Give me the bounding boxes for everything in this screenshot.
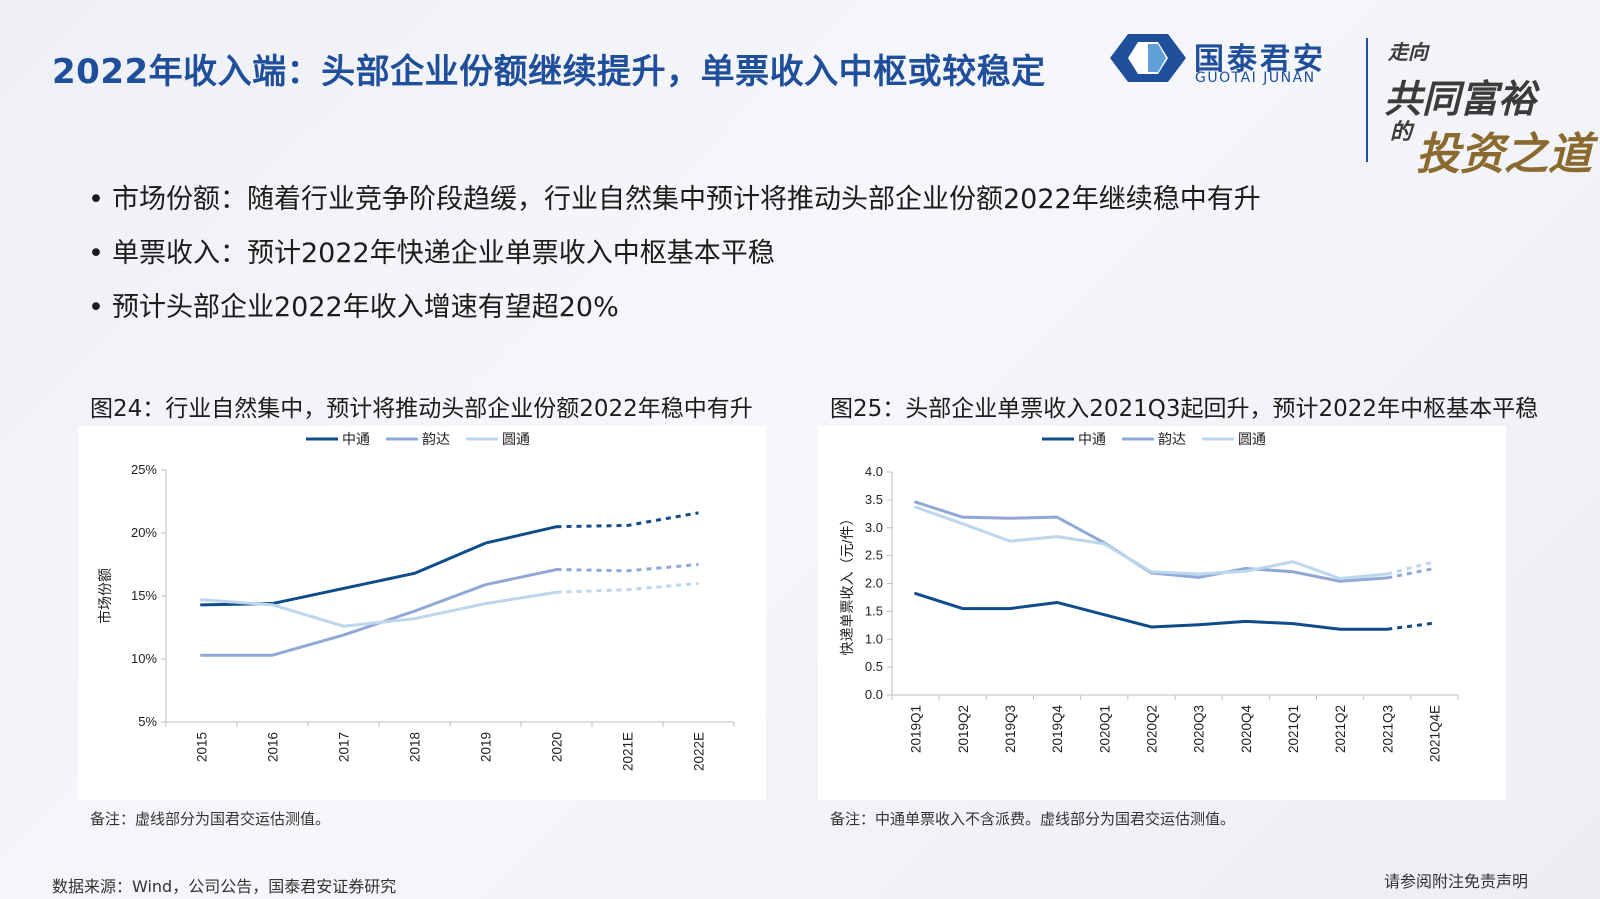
logo-name: 国泰君安 xyxy=(1194,42,1326,77)
x-tick-label: 2020Q2 xyxy=(1144,705,1159,753)
bullet-dot-icon: • xyxy=(88,184,104,215)
bullet-text: 单票收入：预计2022年快递企业单票收入中枢基本平稳 xyxy=(112,238,775,269)
x-tick-label: 2019Q1 xyxy=(909,705,924,753)
chart-note-market-share: 备注：虚线部分为国君交运估测值。 xyxy=(90,810,331,828)
legend-label: 韵达 xyxy=(1158,431,1186,447)
series-line-0-actual xyxy=(914,592,1389,631)
slogan-line-1: 走向 xyxy=(1388,40,1428,64)
legend-label: 韵达 xyxy=(422,431,450,447)
bullet-item: • 预计头部企业2022年收入增速有望超20% xyxy=(88,281,1261,335)
logo-hexagon-icon xyxy=(1110,34,1186,82)
series-line-1-estimate xyxy=(556,563,699,573)
y-tick-label: 0.0 xyxy=(865,687,883,702)
x-tick-label: 2021Q1 xyxy=(1286,705,1301,753)
logo-name-en: GUOTAI JUNAN xyxy=(1195,70,1316,86)
series-line-1-estimate xyxy=(1386,566,1435,580)
slogan-calligraphy: 走向 共同富裕 的 投资之道 xyxy=(1382,32,1592,180)
series-line-0-estimate xyxy=(1387,621,1435,631)
y-tick-label: 20% xyxy=(131,525,157,540)
x-tick-label: 2016 xyxy=(266,732,281,762)
bullet-text: 市场份额：随着行业竞争阶段趋缓，行业自然集中预计将推动头部企业份额2022年继续… xyxy=(112,184,1261,215)
slogan-line-4: 投资之道 xyxy=(1416,129,1592,180)
y-tick-label: 2.5 xyxy=(865,548,883,563)
bullet-text: 预计头部企业2022年收入增速有望超20% xyxy=(112,292,619,323)
series-line-2-estimate xyxy=(556,581,699,594)
y-tick-label: 4.0 xyxy=(865,464,883,479)
x-tick-label: 2018 xyxy=(408,732,423,762)
chart-note-unit-revenue: 备注：中通单票收入不含派费。虚线部分为国君交运估测值。 xyxy=(830,810,1236,828)
x-tick-label: 2019Q2 xyxy=(956,705,971,753)
y-tick-label: 0.5 xyxy=(865,659,883,674)
legend-label: 圆通 xyxy=(502,431,530,447)
market-share-chart: 5% 10% 15% 20% 25% 2015 2016 2017 2018 2019 2020 20… xyxy=(97,431,735,771)
x-tick-label: 2021Q2 xyxy=(1333,705,1348,753)
bullet-list: • 市场份额：随着行业竞争阶段趋缓，行业自然集中预计将推动头部企业份额2022年继… xyxy=(88,173,1261,335)
x-tick-label: 2019Q4 xyxy=(1050,705,1065,754)
y-tick-label: 3.0 xyxy=(865,520,883,535)
y-axis-label: 市场份额 xyxy=(97,568,113,624)
y-tick-label: 3.5 xyxy=(865,492,883,507)
slogan-line-3: 的 xyxy=(1390,119,1413,145)
series-line-2-actual xyxy=(200,590,558,628)
slogan-line-2: 共同富裕 xyxy=(1384,76,1537,121)
chart-caption-unit-revenue: 图25：头部企业单票收入2021Q3起回升，预计2022年中枢基本平稳 xyxy=(830,396,1539,422)
y-tick-label: 1.0 xyxy=(865,631,883,646)
y-tick-label: 1.5 xyxy=(865,603,883,618)
legend-label: 中通 xyxy=(342,431,370,447)
bullet-dot-icon: • xyxy=(88,292,104,323)
bullet-item: • 单票收入：预计2022年快递企业单票收入中枢基本平稳 xyxy=(88,227,1261,281)
guotai-junan-logo: 国泰君安 GUOTAI JUNAN xyxy=(1108,30,1348,90)
x-tick-label: 2020Q3 xyxy=(1192,705,1207,753)
bullet-dot-icon: • xyxy=(88,238,104,269)
x-tick-label: 2019Q3 xyxy=(1003,705,1018,753)
x-tick-label: 2021Q4E xyxy=(1427,705,1442,762)
legend-label: 中通 xyxy=(1078,431,1106,447)
y-tick-label: 2.0 xyxy=(865,576,883,591)
x-tick-label: 2020Q1 xyxy=(1097,705,1112,753)
x-tick-label: 2017 xyxy=(337,732,352,762)
legend-label: 圆通 xyxy=(1238,431,1266,447)
market-share-chart-panel: 5% 10% 15% 20% 25% 2015 2016 2017 2018 2019 2020 20… xyxy=(78,426,766,800)
series-line-2-estimate xyxy=(1386,560,1435,576)
y-tick-label: 10% xyxy=(131,651,157,666)
series-line-0-estimate xyxy=(556,511,699,529)
x-tick-label: 2022E xyxy=(692,732,707,771)
y-axis-label: 快递单票收入（元/件） xyxy=(839,512,855,656)
x-tick-label: 2020 xyxy=(550,732,565,762)
x-tick-label: 2015 xyxy=(195,732,210,762)
bullet-item: • 市场份额：随着行业竞争阶段趋缓，行业自然集中预计将推动头部企业份额2022年继… xyxy=(88,173,1261,227)
x-tick-label: 2020Q4 xyxy=(1239,705,1254,754)
x-tick-label: 2021E xyxy=(621,732,636,771)
data-source: 数据来源：Wind，公司公告，国泰君安证券研究 xyxy=(52,877,397,896)
unit-revenue-chart: 0.0 0.5 1.0 1.5 2.0 2.5 3.0 3.5 4.0 2019Q1 2019Q2 2… xyxy=(839,431,1459,762)
page-title: 2022年收入端：头部企业份额继续提升，单票收入中枢或较稳定 xyxy=(52,52,1046,92)
y-tick-label: 25% xyxy=(131,462,157,477)
y-tick-label: 5% xyxy=(138,714,157,729)
series-line-2-actual xyxy=(914,505,1389,580)
x-tick-label: 2021Q3 xyxy=(1380,705,1395,753)
x-tick-label: 2019 xyxy=(479,732,494,762)
y-tick-label: 15% xyxy=(131,588,157,603)
disclaimer-link[interactable]: 请参阅附注免责声明 xyxy=(1384,872,1529,891)
chart-caption-market-share: 图24：行业自然集中，预计将推动头部企业份额2022年稳中有升 xyxy=(90,396,753,422)
unit-revenue-chart-panel: 0.0 0.5 1.0 1.5 2.0 2.5 3.0 3.5 4.0 2019Q1 2019Q2 2… xyxy=(818,426,1506,800)
series-line-0-actual xyxy=(200,525,558,607)
header-divider xyxy=(1366,38,1368,162)
